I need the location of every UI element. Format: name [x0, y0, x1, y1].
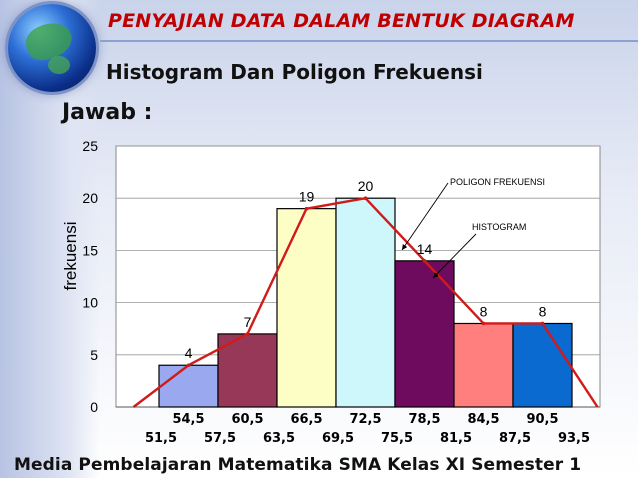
polygon-point: [422, 259, 427, 263]
y-axis-title: frekuensi: [61, 222, 80, 291]
bar-value-label: 8: [480, 303, 488, 319]
x-boundary-label: 81,5: [440, 431, 472, 446]
y-tick-label: 10: [82, 295, 98, 311]
bar-value-label: 19: [299, 189, 315, 205]
annotation-histogram: HISTOGRAM: [472, 222, 526, 232]
bar-value-label: 20: [358, 178, 374, 194]
header-divider: [100, 40, 638, 42]
x-boundary-label: 93,5: [558, 431, 590, 446]
chart-labels: 0 5 10 15 20 25 4 7 19 20 14 8 8 54,5 60,5 66,5 72,5 78,5…: [61, 138, 590, 446]
histogram-bar: [512, 322, 573, 408]
y-tick-label: 15: [82, 242, 98, 258]
histogram-bar: [158, 364, 219, 408]
polygon-point: [540, 321, 545, 326]
x-boundary-label: 57,5: [204, 431, 236, 446]
x-boundary-label: 69,5: [322, 431, 354, 446]
bar-value-label: 8: [539, 303, 547, 319]
frequency-polygon: [132, 182, 599, 408]
footer-text: Media Pembelajaran Matematika SMA Kelas …: [14, 455, 582, 475]
annotation-arrow-histogram: [432, 233, 477, 279]
x-class-mark-label: 66,5: [290, 412, 322, 427]
x-class-mark-label: 84,5: [467, 412, 499, 427]
polygon-point: [363, 196, 368, 200]
x-class-mark-label: 60,5: [231, 412, 263, 427]
globe-icon: [8, 4, 96, 92]
histogram-bar: [217, 333, 278, 408]
bar-value-label: 14: [417, 241, 433, 257]
x-class-mark-label: 72,5: [349, 412, 381, 427]
histogram-bar: [335, 197, 396, 408]
bar-value-label: 7: [244, 314, 252, 330]
x-class-mark-label: 54,5: [172, 412, 204, 427]
histogram-bar: [276, 208, 337, 408]
slide-subtitle: Histogram Dan Poligon Frekuensi: [106, 60, 483, 84]
polygon-point: [481, 321, 486, 326]
x-boundary-label: 63,5: [263, 431, 295, 446]
x-class-mark-label: 90,5: [526, 412, 558, 427]
bar-value-label: 4: [185, 345, 193, 361]
x-boundary-label: 87,5: [499, 431, 531, 446]
histogram-bars: [158, 197, 573, 408]
y-tick-label: 25: [82, 138, 98, 154]
x-boundary-label: 51,5: [145, 431, 177, 446]
polygon-point: [186, 363, 191, 368]
y-tick-label: 0: [90, 399, 98, 415]
histogram-bar: [453, 322, 514, 408]
answer-label: Jawab :: [62, 100, 153, 125]
x-boundary-label: 75,5: [381, 431, 413, 446]
polygon-point: [245, 332, 250, 336]
polygon-point: [304, 206, 309, 211]
x-class-mark-label: 78,5: [408, 412, 440, 427]
y-tick-label: 5: [90, 347, 98, 363]
y-tick-label: 20: [82, 190, 98, 206]
annotation-polygon: POLIGON FREKUENSI: [450, 177, 545, 187]
page-title: PENYAJIAN DATA DALAM BENTUK DIAGRAM: [108, 10, 575, 32]
annotation-arrow-polygon: [401, 182, 449, 251]
